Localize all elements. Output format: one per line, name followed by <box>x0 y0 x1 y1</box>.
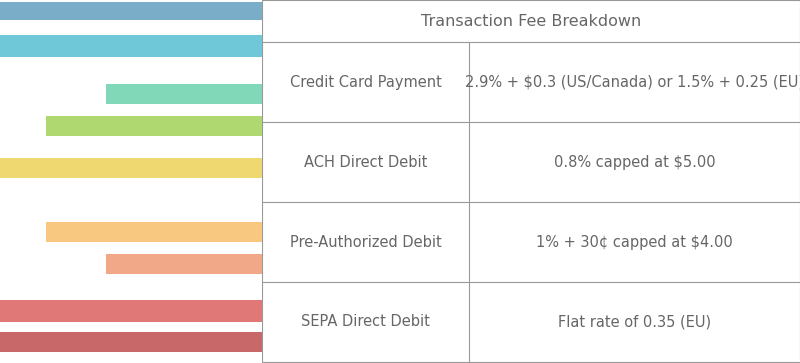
Text: 2.9% + $0.3 (US/Canada) or 1.5% + 0.25 (EU): 2.9% + $0.3 (US/Canada) or 1.5% + 0.25 (… <box>465 74 800 90</box>
Bar <box>46 222 262 242</box>
Bar <box>0 332 262 352</box>
Bar <box>0 300 262 322</box>
Bar <box>106 84 262 104</box>
Bar <box>106 254 262 274</box>
Bar <box>0 2 262 20</box>
Bar <box>0 35 262 57</box>
Text: Transaction Fee Breakdown: Transaction Fee Breakdown <box>421 13 641 29</box>
Text: SEPA Direct Debit: SEPA Direct Debit <box>301 314 430 330</box>
Bar <box>0 158 262 178</box>
Text: Pre-Authorized Debit: Pre-Authorized Debit <box>290 234 442 249</box>
Text: ACH Direct Debit: ACH Direct Debit <box>304 155 427 170</box>
Text: 0.8% capped at $5.00: 0.8% capped at $5.00 <box>554 155 715 170</box>
Bar <box>46 116 262 136</box>
Text: 1% + 30¢ capped at $4.00: 1% + 30¢ capped at $4.00 <box>536 234 733 249</box>
Text: Credit Card Payment: Credit Card Payment <box>290 74 442 90</box>
Text: Flat rate of 0.35 (EU): Flat rate of 0.35 (EU) <box>558 314 711 330</box>
